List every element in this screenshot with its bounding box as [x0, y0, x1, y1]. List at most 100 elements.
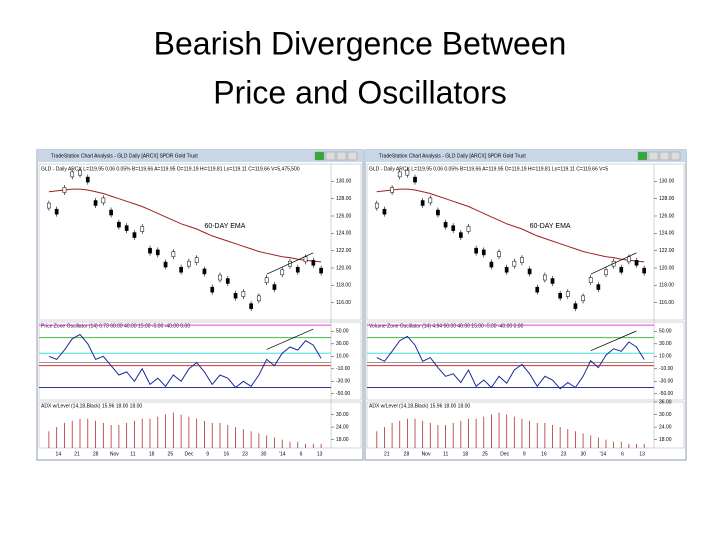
- candle: [405, 169, 410, 176]
- x-tick-label: 11: [130, 451, 135, 457]
- candle: [187, 260, 191, 267]
- y-tick-label: 124.00: [659, 231, 675, 237]
- candle: [210, 286, 215, 293]
- divergence-line: [590, 330, 637, 352]
- y-tick-label: 122.00: [336, 248, 352, 254]
- candle: [218, 274, 222, 281]
- y-tick-label: 130.00: [659, 179, 675, 185]
- candle: [171, 251, 176, 257]
- candle: [428, 197, 433, 204]
- x-tick-label: 28: [404, 451, 410, 457]
- pane: [366, 321, 685, 401]
- x-tick-label: Nov: [422, 451, 431, 457]
- ema-line: [376, 188, 645, 263]
- y-tick-label: 118.00: [336, 283, 351, 289]
- candle: [504, 266, 509, 273]
- candle: [233, 292, 238, 299]
- x-tick-label: 30: [580, 451, 586, 457]
- candle: [117, 221, 121, 228]
- candle: [527, 268, 532, 275]
- candle: [280, 269, 285, 276]
- y-tick-label: 128.00: [336, 196, 352, 202]
- candle: [101, 197, 106, 204]
- annotation: 60-DAY EMA: [530, 223, 571, 230]
- window-button: [347, 151, 358, 161]
- candle: [194, 257, 199, 263]
- candle: [581, 295, 585, 302]
- y-tick-label: 50.00: [336, 329, 349, 335]
- candle: [272, 284, 277, 290]
- y-tick-label: 120.00: [659, 265, 675, 271]
- candle: [443, 221, 448, 228]
- candle: [140, 226, 145, 232]
- slide-title: Price and Oscillators: [213, 74, 506, 110]
- title-bar: [37, 150, 363, 162]
- pane: [38, 401, 362, 449]
- candle: [319, 267, 323, 274]
- x-tick-label: 6: [621, 451, 624, 457]
- candle: [627, 256, 631, 263]
- y-tick-label: 10.00: [659, 354, 672, 360]
- x-tick-label: 16: [224, 451, 230, 457]
- x-tick-label: 28: [93, 451, 99, 457]
- candle: [596, 284, 601, 290]
- x-tick-label: 11: [443, 451, 448, 457]
- candle: [124, 225, 129, 231]
- candle: [54, 208, 59, 215]
- x-tick-label: 25: [168, 451, 174, 457]
- pane: [366, 163, 685, 321]
- chart-header: GLD - Daily ARCX L=119.95 0.06 0.05% B=1…: [369, 166, 608, 172]
- annotation: 60-DAY EMA: [204, 223, 245, 230]
- y-tick-label: 50.00: [659, 329, 672, 335]
- candle: [512, 260, 517, 267]
- y-tick-label: 116.00: [659, 300, 674, 306]
- window-button: [659, 151, 670, 161]
- x-tick-label: '14: [600, 451, 607, 457]
- candle: [62, 187, 67, 193]
- candle: [497, 251, 501, 257]
- x-tick-label: 13: [639, 451, 645, 457]
- candle: [109, 209, 113, 216]
- x-tick-label: 14: [56, 451, 62, 457]
- y-tick-label: 124.00: [336, 231, 352, 237]
- pane: [38, 321, 362, 401]
- candle: [573, 303, 578, 309]
- window-button: [637, 151, 648, 161]
- y-tick-label: 118.00: [659, 283, 674, 289]
- candle: [47, 202, 51, 209]
- oscillator-line: [48, 333, 322, 389]
- candle: [619, 266, 624, 273]
- x-tick-label: 21: [74, 451, 80, 457]
- candle: [132, 232, 137, 238]
- candle: [374, 202, 379, 209]
- x-tick-label: 16: [541, 451, 547, 457]
- x-tick-label: Dec: [185, 451, 194, 457]
- candle: [535, 286, 540, 293]
- oscillator-label: Volume Zone Oscillator (14) 4.94 60.00 4…: [369, 323, 523, 329]
- y-tick-label: -10.00: [336, 366, 350, 372]
- candle: [466, 226, 471, 232]
- candle: [155, 249, 160, 256]
- y-tick-label: 130.00: [336, 179, 352, 185]
- candle: [249, 303, 253, 309]
- x-tick-label: 23: [561, 451, 567, 457]
- oscillator-line: [376, 335, 645, 390]
- y-tick-label: 18.00: [336, 437, 349, 443]
- adx-label: ADX w/Level (14,18,Black) 15.96 18.00 18…: [369, 403, 470, 409]
- y-tick-label: 30.00: [659, 412, 672, 418]
- x-tick-label: 13: [317, 451, 323, 457]
- candle: [642, 267, 647, 274]
- candle: [85, 176, 90, 183]
- y-tick-label: -30.00: [336, 379, 350, 385]
- candle: [550, 278, 555, 284]
- x-tick-label: '14: [279, 451, 286, 457]
- candle: [604, 269, 608, 276]
- divergence-line: [266, 252, 314, 275]
- y-tick-label: 10.00: [336, 354, 349, 360]
- title-bar: [365, 150, 686, 162]
- candle: [558, 292, 563, 299]
- window-button: [325, 151, 336, 161]
- candle: [382, 208, 387, 215]
- candle: [458, 232, 463, 238]
